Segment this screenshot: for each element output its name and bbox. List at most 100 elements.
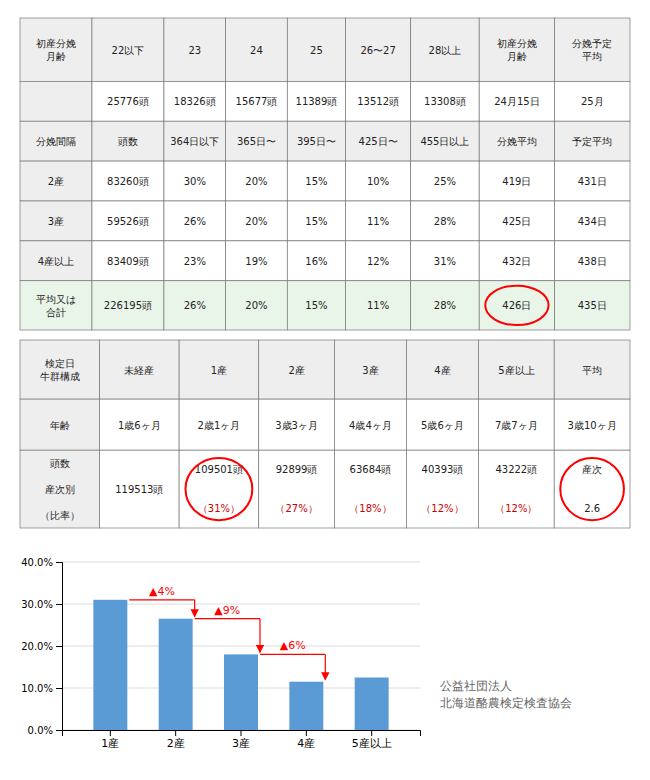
table-text: 11% xyxy=(367,215,389,226)
table-cell xyxy=(164,161,226,201)
x-tick-label: 4産 xyxy=(297,737,315,750)
table-text-line: 3産 xyxy=(362,364,378,375)
table-cell xyxy=(226,201,288,241)
table-cell xyxy=(164,121,226,161)
bar xyxy=(93,600,127,730)
table-text-line: 425日〜 xyxy=(359,136,398,147)
table-cell xyxy=(555,281,630,330)
table-text: 426日 xyxy=(502,300,531,311)
table-text: 15% xyxy=(305,215,327,226)
table-text-line: 22以下 xyxy=(112,44,145,55)
table-text: 25% xyxy=(434,176,456,187)
table-text-line: 2産 xyxy=(288,364,304,375)
table-cell xyxy=(346,18,411,81)
table-text: 119513頭 xyxy=(115,484,163,495)
table-cell xyxy=(478,340,554,399)
table-cell xyxy=(226,281,288,330)
y-tick-mark xyxy=(56,646,62,647)
table-text-line: 15677頭 xyxy=(236,96,278,107)
table-text-line: 435日 xyxy=(578,300,607,311)
table-text-line: 初産分娩 xyxy=(36,38,76,49)
table-text: 15% xyxy=(305,176,327,187)
table-text-line: 15% xyxy=(305,300,327,311)
annotation-label: ▲4% xyxy=(149,585,175,598)
y-tick: 30.0% xyxy=(21,599,62,610)
table-cell xyxy=(179,340,259,399)
table-cell xyxy=(259,340,335,399)
table-text-line: 1産 xyxy=(211,364,227,375)
table-text: 2産 xyxy=(48,176,64,187)
table-text: 2.6 xyxy=(584,503,600,514)
x-tick: 1産 xyxy=(101,730,119,750)
table-text: 18326頭 xyxy=(174,96,216,107)
table-text: 24 xyxy=(250,44,263,55)
table-text-line: 28以上 xyxy=(429,44,462,55)
table-text: 11% xyxy=(367,300,389,311)
table-text-line: 牛群構成 xyxy=(40,370,80,381)
table-text-line: 31% xyxy=(434,255,456,266)
table-text: 15677頭 xyxy=(236,96,278,107)
chart: 0.0%10.0%20.0%30.0%40.0%1産2産3産4産5産以上▲4%▲… xyxy=(21,557,420,750)
y-tick-label: 0.0% xyxy=(28,725,53,736)
bar xyxy=(224,654,258,730)
table-text: 年齢 xyxy=(50,419,70,430)
table-text: 初産分娩月齢 xyxy=(36,38,76,62)
table-text-line: 25776頭 xyxy=(107,96,149,107)
table-text: 頭数 xyxy=(118,136,138,147)
table-text-line: 13512頭 xyxy=(357,96,399,107)
table-cell xyxy=(334,450,406,528)
table-cell xyxy=(92,201,164,241)
table-cell xyxy=(554,399,630,450)
table-text: 平均又は合計 xyxy=(36,294,76,318)
table-text-line: 12% xyxy=(367,255,389,266)
table-text-line: 平均 xyxy=(582,364,602,375)
table-cell xyxy=(346,81,411,121)
table-cell xyxy=(164,81,226,121)
table-text-line: 431日 xyxy=(578,176,607,187)
table-text-line: 20% xyxy=(245,215,267,226)
x-tick-mark xyxy=(306,730,307,736)
table-text-line: 23% xyxy=(184,255,206,266)
table-text: 28% xyxy=(434,300,456,311)
table-text: 83409頭 xyxy=(107,255,149,266)
table-cell xyxy=(555,241,630,281)
table-text: 19% xyxy=(245,255,267,266)
table-cell xyxy=(226,81,288,121)
table-text: 2産 xyxy=(288,364,304,375)
table-cell xyxy=(92,241,164,281)
table-text: 419日 xyxy=(502,176,531,187)
table-cell xyxy=(226,161,288,201)
table-text: 435日 xyxy=(578,300,607,311)
table-text-line: 19% xyxy=(245,255,267,266)
table-text-line: 438日 xyxy=(578,255,607,266)
table-cell xyxy=(20,281,92,330)
y-tick: 20.0% xyxy=(21,641,62,652)
table-text-line: 25 xyxy=(310,44,323,55)
table-text-line: 4産以上 xyxy=(38,255,74,266)
table-text: 25776頭 xyxy=(107,96,149,107)
table-text: 40393頭 xyxy=(422,464,464,475)
table-text-line: 分娩間隔 xyxy=(36,136,76,147)
x-tick: 5産以上 xyxy=(352,730,392,750)
table-text: 25月 xyxy=(581,96,604,107)
table-text: 2歳1ヶ月 xyxy=(198,419,241,430)
table-text: 5産以上 xyxy=(498,364,534,375)
table-text-line: 395日〜 xyxy=(297,136,336,147)
footer: 公益社団法人北海道酪農検定検査協会 xyxy=(440,679,572,710)
table-text: 分娩平均 xyxy=(497,136,537,147)
table-cell xyxy=(92,81,164,121)
table-cell xyxy=(259,450,335,528)
table-text-line: 30% xyxy=(184,176,206,187)
x-tick-mark xyxy=(175,730,176,736)
table-cell xyxy=(346,281,411,330)
table-text-line: 432日 xyxy=(502,255,531,266)
table-text: 43222頭 xyxy=(495,464,537,475)
table-cell xyxy=(164,201,226,241)
table-cell xyxy=(20,241,92,281)
table-text: （12%） xyxy=(421,503,463,514)
table-text: （31%） xyxy=(198,503,240,514)
table-text: 予定平均 xyxy=(572,136,612,147)
table-cell xyxy=(226,18,288,81)
table-text: 頭数 xyxy=(50,458,70,469)
table-cell xyxy=(346,201,411,241)
